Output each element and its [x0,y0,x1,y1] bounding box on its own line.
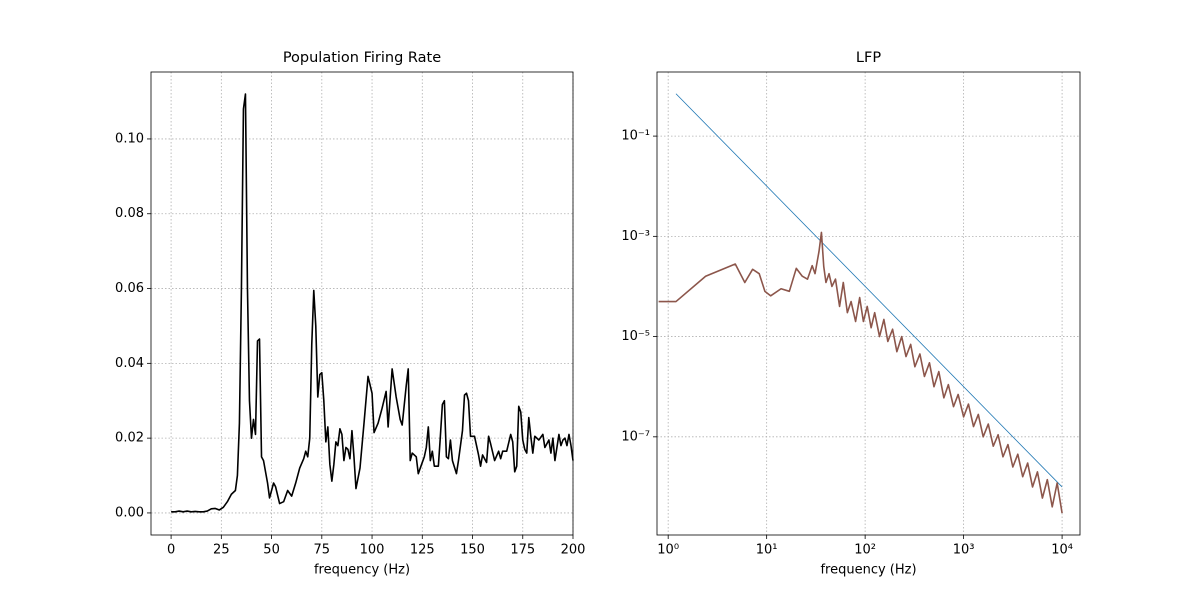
x-tick-label: 125 [410,543,435,558]
y-tick-label: 0.08 [115,206,144,221]
chart-title: LFP [856,50,881,66]
x-tick-label: 10¹ [756,543,778,558]
x-axis-label: frequency (Hz) [314,563,410,578]
y-tick-label: 10⁻⁷ [621,429,650,444]
data-line [675,93,1063,488]
y-tick-label: 10⁻¹ [621,129,650,144]
data-line [171,93,574,513]
x-tick-label: 10⁰ [657,543,679,558]
x-tick-label: 50 [263,543,280,558]
y-tick-label: 10⁻⁵ [621,329,650,344]
y-tick-label: 0.10 [115,131,144,146]
x-tick-label: 75 [314,543,331,558]
x-tick-label: 10³ [953,543,975,558]
x-tick-label: 10⁴ [1051,543,1073,558]
axes-frame [150,71,574,536]
x-tick-label: 0 [167,543,175,558]
x-tick-label: 200 [561,543,586,558]
y-tick-label: 0.00 [115,505,144,520]
axes-frame [656,71,1081,536]
x-tick-label: 25 [213,543,230,558]
x-tick-label: 150 [460,543,485,558]
x-tick-label: 10² [854,543,876,558]
y-tick-label: 10⁻³ [621,229,650,244]
chart-title: Population Firing Rate [283,50,441,66]
data-line [658,231,1063,514]
y-tick-label: 0.06 [115,281,144,296]
x-axis-label: frequency (Hz) [820,563,916,578]
y-tick-label: 0.04 [115,356,144,371]
y-tick-label: 0.02 [115,431,144,446]
x-tick-label: 100 [360,543,385,558]
x-tick-label: 175 [510,543,535,558]
